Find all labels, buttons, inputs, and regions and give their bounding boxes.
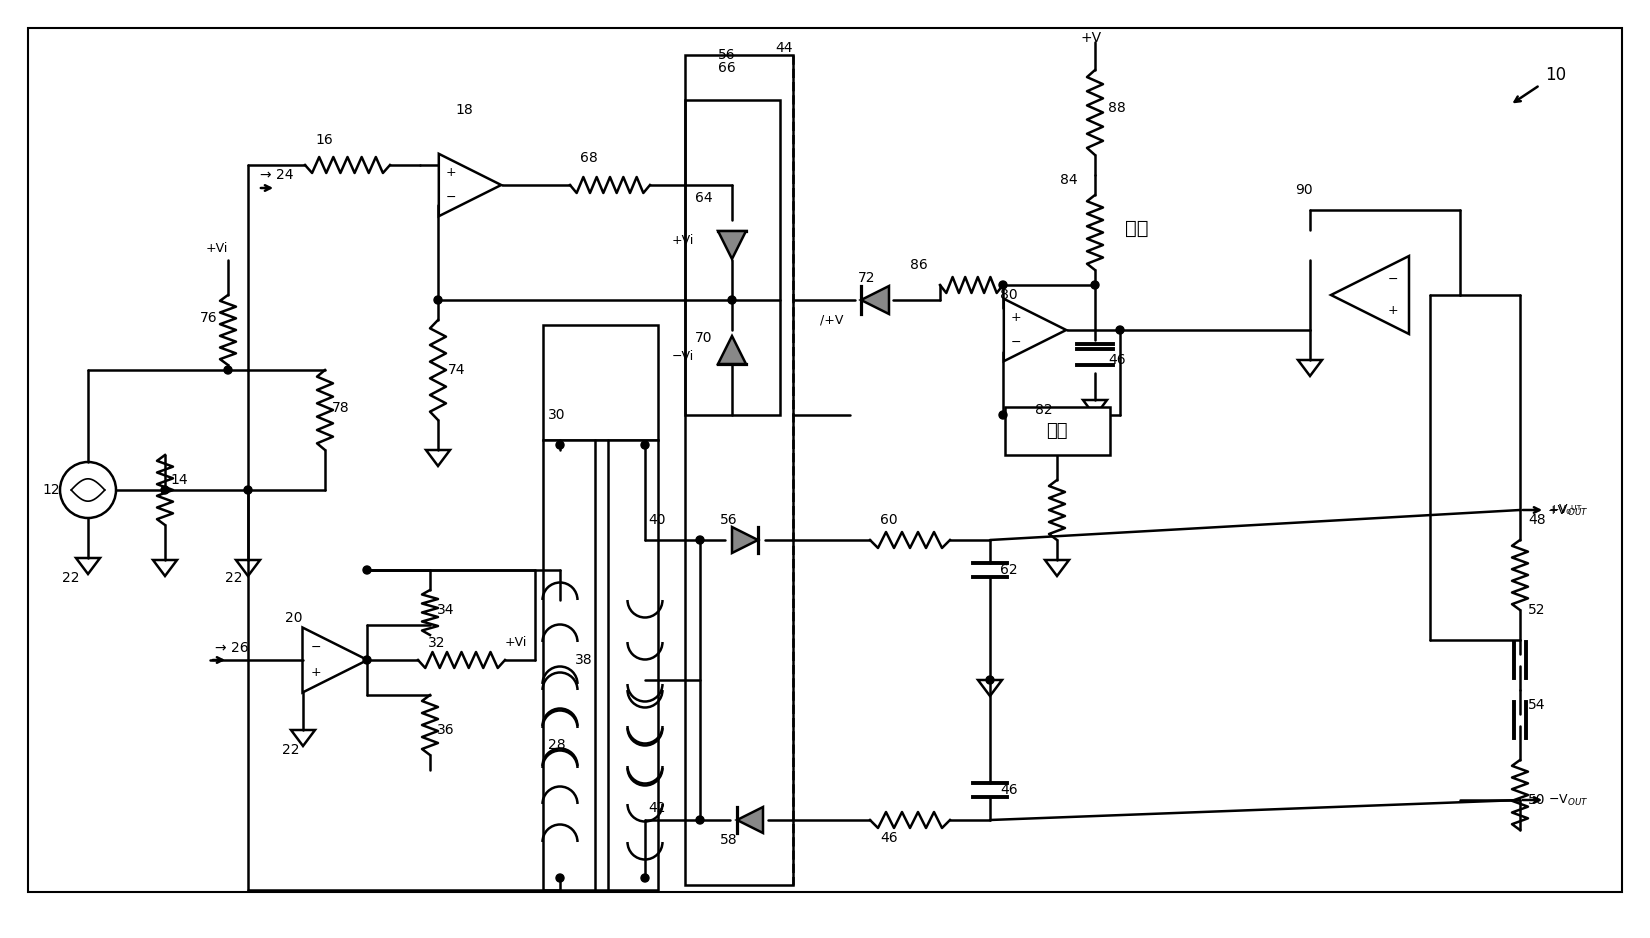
Text: 30: 30 xyxy=(548,408,566,422)
Text: 36: 36 xyxy=(437,723,455,737)
Text: +V$_{OUT}$: +V$_{OUT}$ xyxy=(1548,503,1589,518)
Circle shape xyxy=(434,296,442,304)
Text: 22: 22 xyxy=(224,571,243,585)
Text: 46: 46 xyxy=(1000,783,1018,797)
Text: 80: 80 xyxy=(1000,288,1018,302)
Text: −: − xyxy=(446,191,457,204)
Polygon shape xyxy=(738,807,762,833)
Text: 42: 42 xyxy=(648,801,665,815)
Text: 34: 34 xyxy=(437,603,454,617)
Polygon shape xyxy=(718,336,746,364)
Text: 88: 88 xyxy=(1109,101,1125,115)
Circle shape xyxy=(1115,326,1124,334)
Text: 20: 20 xyxy=(285,611,302,625)
Text: 22: 22 xyxy=(282,743,300,757)
Polygon shape xyxy=(861,286,889,314)
Text: 12: 12 xyxy=(43,483,59,497)
Text: 46: 46 xyxy=(879,831,898,845)
Circle shape xyxy=(696,536,705,544)
Text: 偏置: 偏置 xyxy=(1125,219,1148,237)
Text: 64: 64 xyxy=(695,191,713,205)
Text: −V$_{OUT}$: −V$_{OUT}$ xyxy=(1548,793,1589,808)
Circle shape xyxy=(162,486,168,494)
Text: 56: 56 xyxy=(719,513,738,527)
Bar xyxy=(543,325,658,440)
Circle shape xyxy=(640,441,648,449)
Text: +V₀ᵁᵀ: +V₀ᵁᵀ xyxy=(1548,504,1582,517)
Text: +V: +V xyxy=(1081,31,1101,45)
Circle shape xyxy=(224,366,233,374)
Text: 72: 72 xyxy=(858,271,876,285)
Text: −: − xyxy=(1011,336,1021,349)
Text: 44: 44 xyxy=(776,41,792,55)
Text: 10: 10 xyxy=(1544,66,1566,84)
Text: −Vi: −Vi xyxy=(672,350,695,362)
Text: +: + xyxy=(310,667,320,679)
Text: 82: 82 xyxy=(1035,403,1053,417)
Text: 76: 76 xyxy=(200,311,218,325)
Text: 56: 56 xyxy=(718,48,736,62)
Text: 62: 62 xyxy=(1000,563,1018,577)
Circle shape xyxy=(640,874,648,882)
Text: 74: 74 xyxy=(449,363,465,377)
Text: 18: 18 xyxy=(455,103,474,117)
Text: 22: 22 xyxy=(63,571,79,585)
Text: 70: 70 xyxy=(695,331,713,345)
Circle shape xyxy=(998,281,1006,289)
Text: 58: 58 xyxy=(719,833,738,847)
Text: 46: 46 xyxy=(1109,353,1125,367)
Text: 68: 68 xyxy=(581,151,597,165)
Bar xyxy=(685,55,794,885)
Circle shape xyxy=(1091,281,1099,289)
Text: 52: 52 xyxy=(1528,603,1546,617)
Text: −: − xyxy=(1388,273,1399,286)
Text: 66: 66 xyxy=(718,61,736,75)
Text: → 24: → 24 xyxy=(261,168,294,182)
Text: +: + xyxy=(1011,311,1021,324)
Bar xyxy=(685,100,780,415)
Circle shape xyxy=(987,676,993,684)
Text: → 26: → 26 xyxy=(214,641,249,655)
Text: +: + xyxy=(1388,304,1399,317)
Text: 38: 38 xyxy=(574,653,592,667)
Text: /+V: /+V xyxy=(820,313,843,326)
Circle shape xyxy=(998,411,1006,419)
Bar xyxy=(543,440,658,890)
Circle shape xyxy=(556,441,564,449)
Polygon shape xyxy=(718,231,746,259)
Text: 16: 16 xyxy=(315,133,333,147)
Polygon shape xyxy=(733,527,757,553)
Text: 78: 78 xyxy=(332,401,350,415)
Circle shape xyxy=(363,656,371,664)
Circle shape xyxy=(363,566,371,574)
Text: 84: 84 xyxy=(1059,173,1077,187)
Text: 28: 28 xyxy=(548,738,566,752)
Text: 54: 54 xyxy=(1528,698,1546,712)
Text: −: − xyxy=(310,641,320,654)
Text: +Vi: +Vi xyxy=(206,241,228,254)
Text: 14: 14 xyxy=(170,473,188,487)
Text: 86: 86 xyxy=(911,258,927,272)
Bar xyxy=(1005,407,1110,455)
Circle shape xyxy=(696,816,705,824)
Circle shape xyxy=(556,874,564,882)
Text: 50: 50 xyxy=(1528,793,1546,807)
Text: 32: 32 xyxy=(427,636,446,650)
Circle shape xyxy=(244,486,252,494)
Text: 増益: 増益 xyxy=(1046,422,1068,440)
Text: +Vi: +Vi xyxy=(672,234,695,247)
Text: +: + xyxy=(446,166,457,179)
Text: +Vi: +Vi xyxy=(505,637,528,649)
Text: 90: 90 xyxy=(1295,183,1313,197)
Text: 48: 48 xyxy=(1528,513,1546,527)
Text: 40: 40 xyxy=(648,513,665,527)
Circle shape xyxy=(728,296,736,304)
Text: 60: 60 xyxy=(879,513,898,527)
